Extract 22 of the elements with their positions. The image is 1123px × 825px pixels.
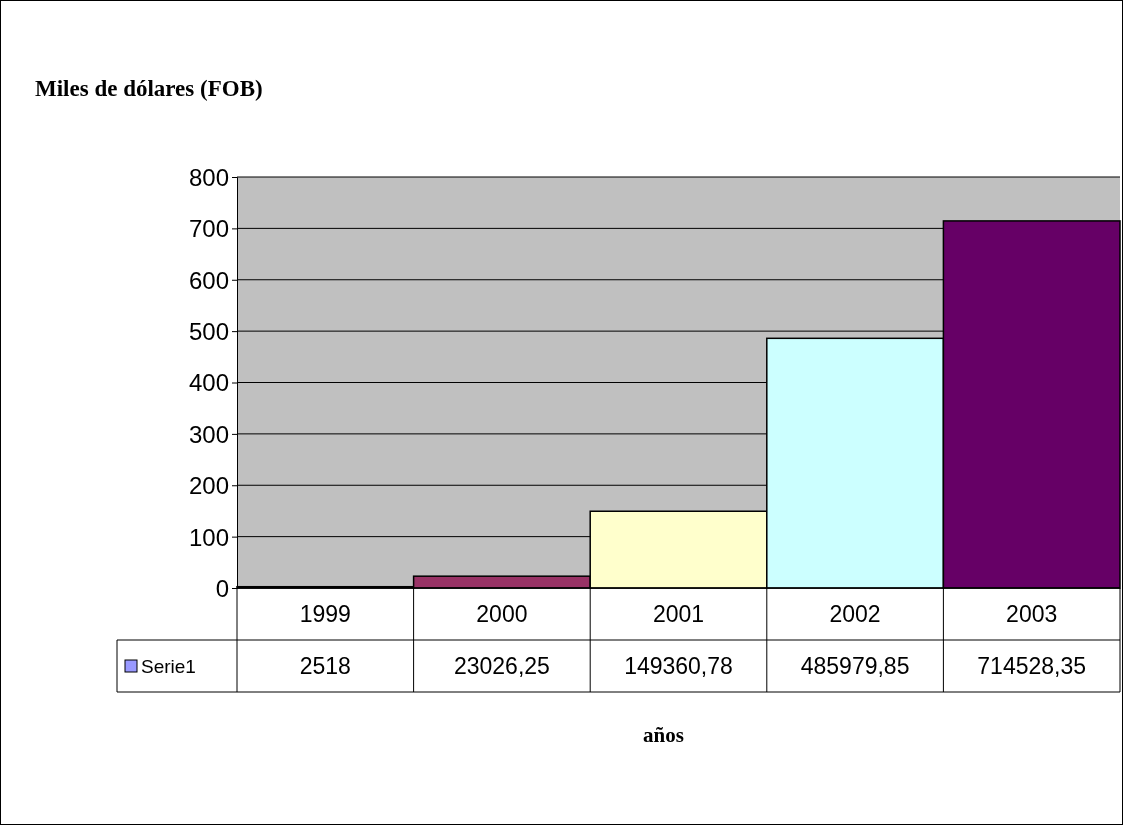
text: 2518 (299, 653, 351, 680)
x-tick-label: 1999 (299, 601, 351, 628)
y-tick-label: 400 (188, 369, 229, 397)
text: 485979,85 (800, 653, 910, 680)
y-tick-label: 200 (188, 472, 229, 500)
text: 714528,35 (977, 653, 1087, 680)
y-tick-label: 500 (188, 318, 229, 346)
x-tick-label: 2003 (1006, 601, 1058, 628)
y-tick-label: 300 (188, 420, 229, 448)
y-tick-label: 0 (215, 574, 229, 602)
text: 23026,25 (453, 653, 550, 680)
x-tick-label: 2001 (652, 601, 705, 628)
text: 149360,78 (624, 653, 733, 680)
y-tick-label: 100 (188, 523, 229, 551)
x-tick-label: 2002 (829, 601, 881, 628)
legend-label: Serie1 (141, 655, 196, 677)
y-tick-label: 600 (188, 266, 229, 294)
x-tick-label: 2000 (476, 601, 528, 628)
y-tick-label: 800 (188, 163, 229, 191)
x-axis-title: años (643, 723, 684, 747)
chart-title: Miles de dólares (FOB) (35, 76, 263, 101)
y-tick-label: 700 (188, 215, 229, 243)
